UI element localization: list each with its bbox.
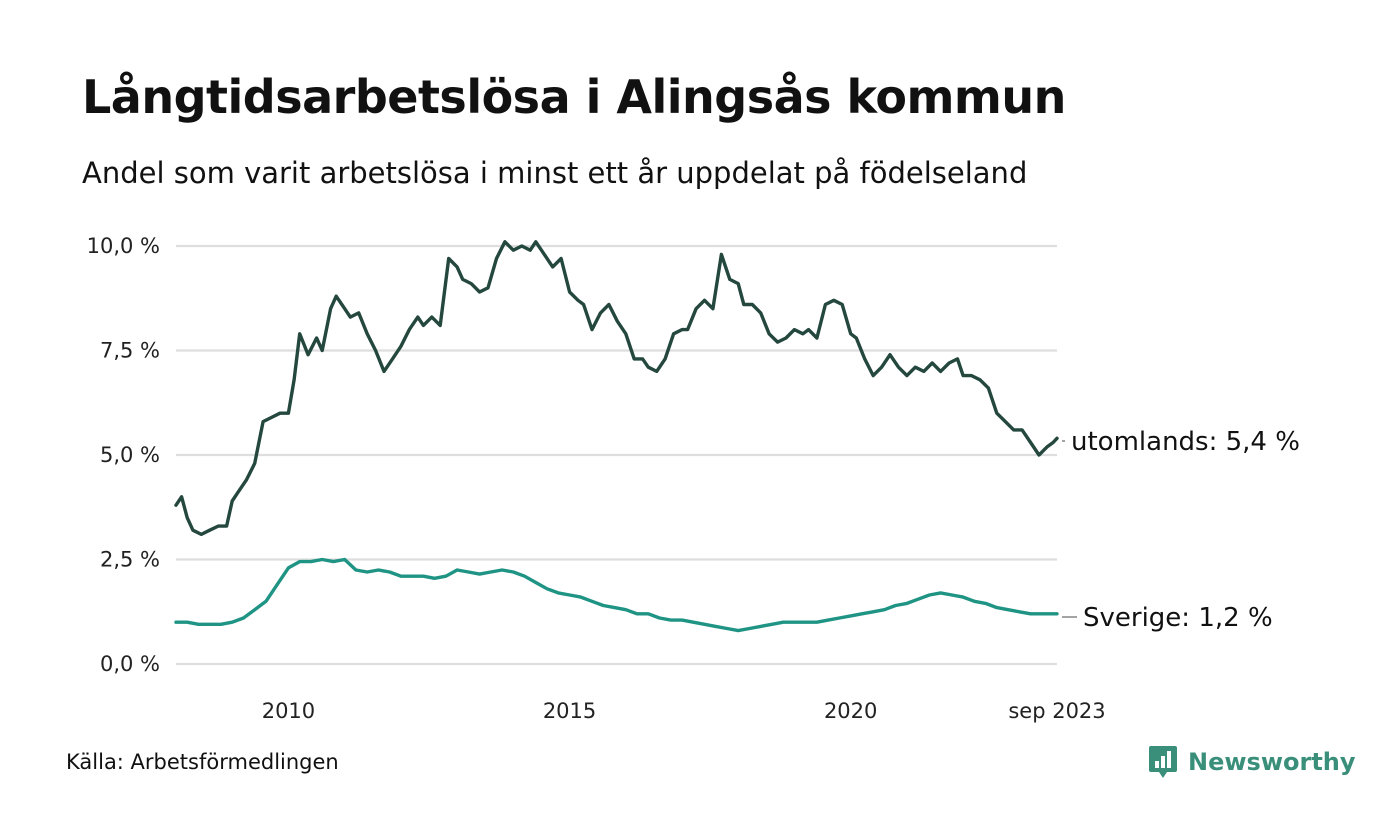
y-tick-label: 0,0 % [100, 652, 160, 676]
chart-subtitle: Andel som varit arbetslösa i minst ett å… [82, 156, 1028, 190]
y-tick-label: 5,0 % [100, 443, 160, 467]
series-line-sverige [174, 557, 1059, 633]
series-label-utomlands: utomlands: 5,4 % [1071, 427, 1300, 457]
x-tick-label: 2015 [543, 699, 596, 723]
x-tick-label: sep 2023 [1008, 699, 1105, 723]
series-label-sverige: Sverige: 1,2 % [1083, 603, 1273, 633]
brand-logo: Newsworthy [1148, 745, 1356, 779]
source-note: Källa: Arbetsförmedlingen [66, 750, 339, 774]
y-tick-label: 7,5 % [100, 339, 160, 363]
series-line-utomlands [174, 240, 1059, 537]
y-tick-label: 2,5 % [100, 548, 160, 572]
y-tick-label: 10,0 % [87, 234, 160, 258]
x-tick-label: 2020 [824, 699, 877, 723]
chart-title: Långtidsarbetslösa i Alingsås kommun [82, 70, 1066, 124]
bar-chart-icon [1149, 746, 1177, 778]
x-tick-label: 2010 [262, 699, 315, 723]
brand-name: Newsworthy [1188, 748, 1356, 776]
